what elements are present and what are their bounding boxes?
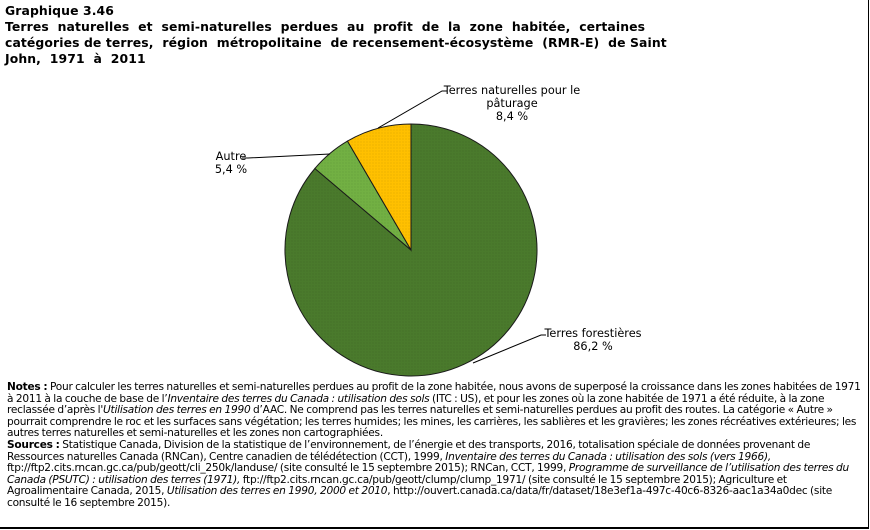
- leader-line-autre: [242, 153, 331, 159]
- notes-text: d’AAC. Ne comprend pas les terres nature…: [7, 404, 857, 440]
- notes-label: Notes :: [7, 381, 48, 393]
- notes-text: Pour calculer les terres naturelles et s…: [7, 381, 861, 405]
- leader-line-paturage: [377, 90, 447, 129]
- chart-number: Graphique 3.46: [5, 3, 114, 18]
- sources-paragraph: Sources : Statistique Canada, Division d…: [7, 438, 865, 510]
- label-forest-value: 86,2 %: [573, 340, 613, 353]
- sources-label: Sources :: [7, 438, 60, 451]
- sources-italic: Inventaire des terres du Canada : utilis…: [445, 450, 771, 463]
- label-paturage-value: 8,4 %: [496, 110, 529, 123]
- label-paturage-line1: Terres naturelles pour le: [443, 84, 581, 97]
- slice-texture: [314, 141, 411, 250]
- label-autre-name: Autre: [216, 150, 247, 163]
- notes-italic: Utilisation des terres en 1990: [103, 404, 251, 417]
- sources-italic: Utilisation des terres en 1990, 2000 et …: [166, 485, 388, 498]
- sources-italic: Programme de surveillance de l’utilisati…: [7, 462, 849, 486]
- sources-text: ftp://ftp2.cits.rncan.gc.ca/pub/geott/cl…: [7, 462, 569, 475]
- leader-line-forest: [472, 334, 546, 364]
- pie-chart: Terres naturelles pour le pâturage 8,4 %…: [215, 84, 642, 377]
- notes-block: Notes : Pour calculer les terres naturel…: [7, 381, 865, 510]
- notes-text: (ITC : US), et pour les zones où la zone…: [7, 392, 825, 417]
- sources-text: , http://ouvert.canada.ca/data/fr/datase…: [7, 485, 833, 509]
- sources-text: Statistique Canada, Division de la stati…: [7, 438, 811, 463]
- notes-paragraph: Notes : Pour calculer les terres naturel…: [7, 381, 865, 440]
- label-paturage-line2: pâturage: [486, 97, 537, 110]
- label-autre-value: 5,4 %: [215, 163, 248, 176]
- title-line-3: John, 1971 à 2011: [5, 51, 146, 66]
- sources-text: ftp://ftp2.cits.rncan.gc.ca/pub/geott/cl…: [7, 473, 787, 498]
- slice-texture: [347, 123, 411, 250]
- notes-italic: Inventaire des terres du Canada : utilis…: [167, 392, 430, 405]
- label-forest-name: Terres forestières: [543, 327, 641, 340]
